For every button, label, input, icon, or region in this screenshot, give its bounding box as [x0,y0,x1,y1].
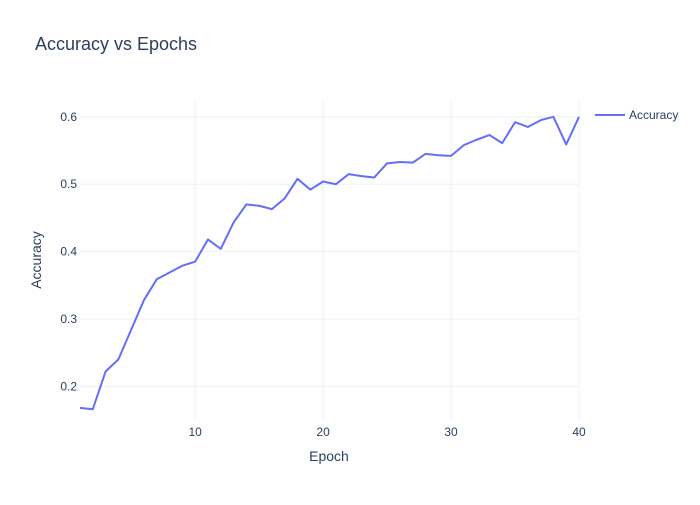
data-point[interactable] [154,276,160,282]
data-point[interactable] [333,181,339,187]
data-point[interactable] [179,263,185,269]
data-point[interactable] [525,124,531,130]
y-tick-label: 0.5 [60,177,77,191]
data-point[interactable] [320,179,326,185]
data-point[interactable] [538,117,544,123]
legend-label-accuracy: Accuracy [629,108,678,122]
data-point[interactable] [282,195,288,201]
data-point[interactable] [103,368,109,374]
data-point[interactable] [192,259,198,265]
series-layer [77,114,582,412]
data-point[interactable] [269,206,275,212]
data-point[interactable] [243,201,249,207]
data-point[interactable] [128,327,134,333]
data-point[interactable] [141,297,147,303]
data-point[interactable] [295,176,301,182]
y-axis-label: Accuracy [28,231,44,289]
data-point[interactable] [231,220,237,226]
grid [80,100,580,420]
data-point[interactable] [77,405,83,411]
x-axis-label: Epoch [309,448,349,464]
data-point[interactable] [410,160,416,166]
series-line-accuracy[interactable] [79,115,580,411]
data-point[interactable] [422,151,428,157]
data-point[interactable] [256,203,262,209]
data-point[interactable] [115,356,121,362]
data-point[interactable] [499,140,505,146]
data-point[interactable] [307,187,313,193]
data-point[interactable] [397,159,403,165]
y-tick-label: 0.6 [60,110,77,124]
y-tick-label: 0.2 [60,379,77,393]
data-point[interactable] [576,114,582,120]
data-point[interactable] [346,171,352,177]
chart-title: Accuracy vs Epochs [35,34,197,54]
data-point[interactable] [486,132,492,138]
data-point[interactable] [371,174,377,180]
data-point[interactable] [384,160,390,166]
x-tick-label: 30 [444,425,458,439]
data-point[interactable] [435,152,441,158]
data-point[interactable] [474,137,480,143]
x-tick-label: 40 [572,425,586,439]
data-point[interactable] [461,142,467,148]
data-point[interactable] [218,246,224,252]
data-point[interactable] [550,114,556,120]
data-point[interactable] [563,141,569,147]
y-axis-ticks: 0.2 0.3 0.4 0.5 0.6 [60,110,77,393]
data-point[interactable] [205,236,211,242]
x-tick-label: 10 [188,425,202,439]
data-point[interactable] [90,406,96,412]
y-tick-label: 0.3 [60,312,77,326]
legend[interactable]: Accuracy [595,108,678,122]
data-point[interactable] [512,119,518,125]
y-tick-label: 0.4 [60,245,77,259]
x-axis-ticks: 10 20 30 40 [188,425,586,439]
data-point[interactable] [358,173,364,179]
x-tick-label: 20 [316,425,330,439]
data-point[interactable] [167,269,173,275]
data-point[interactable] [448,153,454,159]
